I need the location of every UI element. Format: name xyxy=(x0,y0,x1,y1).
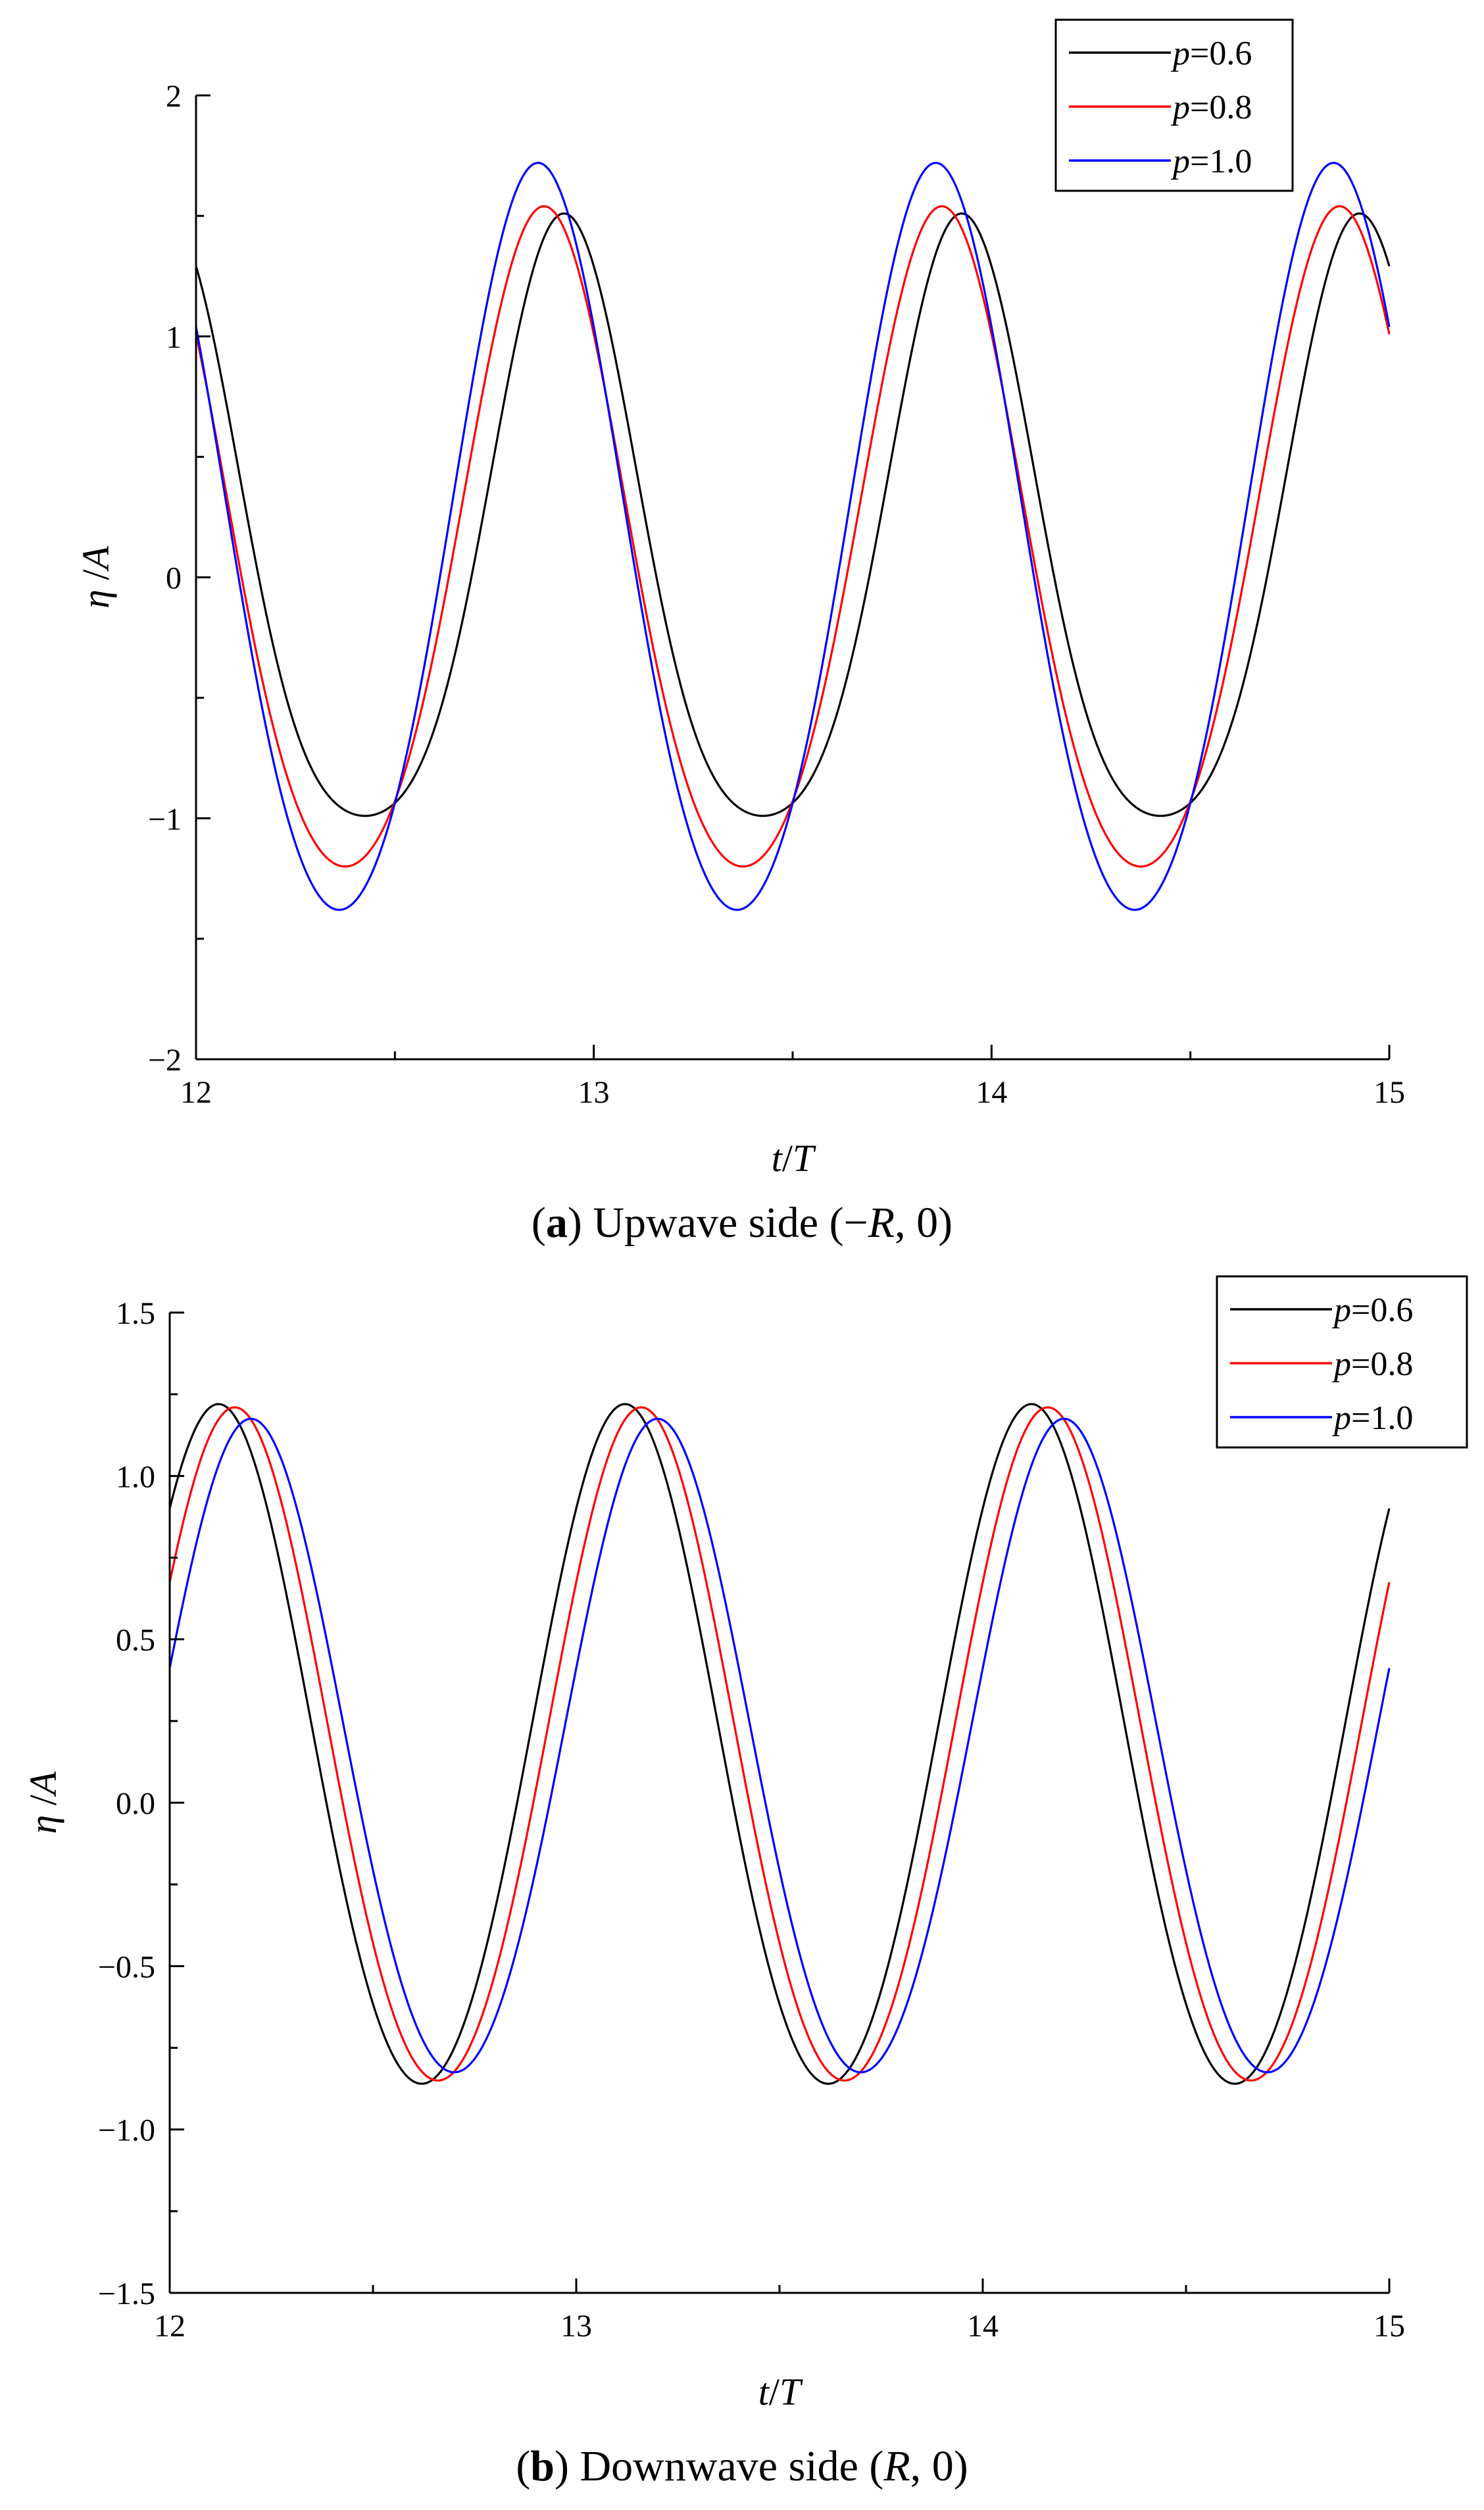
y-tick-label-6: 1.5 xyxy=(116,1296,155,1331)
legend-box xyxy=(1216,1275,1468,1449)
y-tick-label-0: −1.5 xyxy=(98,2276,155,2311)
legend-label-2: p=1.0 xyxy=(1170,143,1252,180)
legend-box xyxy=(1054,18,1294,192)
x-tick-label-0: 12 xyxy=(180,1075,212,1110)
series-line-1-1 xyxy=(168,1406,1391,2082)
caption: (a) Upwave side (−R, 0) xyxy=(532,1199,952,1247)
caption-tail: , 0) xyxy=(910,2442,968,2490)
x-tick-label-3: 15 xyxy=(1373,1075,1405,1110)
x-axis-title-sep: / xyxy=(782,1137,793,1180)
legend-label-var-1: p xyxy=(1170,89,1190,126)
x-tick-label-3: 15 xyxy=(1373,2309,1405,2344)
y-tick-label-2: 0 xyxy=(166,561,182,596)
x-tick-label-0: 12 xyxy=(154,2309,186,2344)
y-tick-label-0: −2 xyxy=(148,1043,182,1078)
chart-b: 12 13 14 15−1.5−1.0−0.50.00.51.01.5t/Tη /Ap… xyxy=(22,1275,1468,2490)
legend: p=0.6p=0.8p=1.0 xyxy=(1216,1275,1468,1449)
legend: p=0.6p=0.8p=1.0 xyxy=(1054,18,1294,192)
x-tick-label-1: 13 xyxy=(560,2309,592,2344)
y-tick-label-2: −0.5 xyxy=(98,1949,155,1984)
x-tick-label-2: 14 xyxy=(967,2309,999,2344)
y-tick-label-5: 1.0 xyxy=(116,1459,155,1494)
x-tick-label-2: 14 xyxy=(976,1075,1007,1110)
legend-label-var-2: p xyxy=(1170,143,1190,180)
x-axis-title-var2: T xyxy=(779,2371,803,2413)
x-axis-title-var1: t xyxy=(758,2371,770,2413)
caption-open: ( xyxy=(516,2442,530,2490)
y-axis-title-var2: A xyxy=(22,1771,64,1797)
legend-label-var-0: p xyxy=(1170,35,1190,72)
caption: (b) Downwave side (R, 0) xyxy=(516,2442,968,2490)
caption-letter: b xyxy=(530,2442,555,2490)
legend-label-0: p=0.6 xyxy=(1331,1292,1413,1329)
caption-text: ) Upwave side (− xyxy=(568,1199,868,1247)
y-axis-title-sep: / xyxy=(22,1794,64,1815)
legend-label-1: p=0.8 xyxy=(1170,89,1252,126)
legend-label-value-1: =0.8 xyxy=(1190,89,1252,126)
legend-label-value-1: =0.8 xyxy=(1351,1345,1413,1383)
y-tick-label-1: −1 xyxy=(148,802,182,837)
caption-tail: , 0) xyxy=(895,1199,952,1247)
x-axis-title: t/T xyxy=(772,1137,816,1180)
legend-label-2: p=1.0 xyxy=(1331,1399,1413,1437)
series-line-1-0 xyxy=(168,1403,1391,2085)
y-tick-label-3: 0.0 xyxy=(116,1786,155,1821)
y-tick-label-1: −1.0 xyxy=(98,2113,155,2148)
legend-label-0: p=0.6 xyxy=(1170,35,1252,72)
legend-label-value-2: =1.0 xyxy=(1190,143,1252,180)
caption-var: R xyxy=(883,2442,910,2490)
legend-label-value-0: =0.6 xyxy=(1190,35,1252,72)
legend-label-1: p=0.8 xyxy=(1331,1345,1413,1383)
x-axis-title-var2: T xyxy=(793,1137,816,1180)
y-axis-title-var1: η xyxy=(74,590,117,609)
series-line-0-2 xyxy=(195,161,1391,911)
x-axis-title: t/T xyxy=(758,2371,803,2413)
y-tick-label-3: 1 xyxy=(166,320,182,355)
caption-text: ) Downwave side ( xyxy=(555,2442,883,2490)
y-axis-title: η /A xyxy=(74,546,117,609)
y-axis-title: η /A xyxy=(22,1771,64,1834)
x-tick-label-1: 13 xyxy=(578,1075,610,1110)
y-axis-title-var1: η xyxy=(22,1815,64,1834)
y-axis-title-sep: / xyxy=(74,569,117,590)
caption-letter: a xyxy=(546,1199,568,1247)
caption-var: R xyxy=(868,1199,895,1247)
legend-label-var-2: p xyxy=(1331,1399,1351,1437)
y-axis-title-var2: A xyxy=(74,546,117,572)
y-tick-label-4: 2 xyxy=(166,79,182,114)
legend-label-var-0: p xyxy=(1331,1292,1351,1329)
series-line-1-2 xyxy=(168,1417,1391,2074)
x-axis-title-var1: t xyxy=(772,1137,783,1180)
y-tick-label-4: 0.5 xyxy=(116,1623,155,1658)
legend-label-value-2: =1.0 xyxy=(1351,1399,1413,1437)
legend-label-value-0: =0.6 xyxy=(1351,1292,1413,1329)
legend-label-var-1: p xyxy=(1331,1345,1351,1383)
x-axis-title-sep: / xyxy=(769,2371,780,2413)
caption-open: ( xyxy=(532,1199,546,1247)
